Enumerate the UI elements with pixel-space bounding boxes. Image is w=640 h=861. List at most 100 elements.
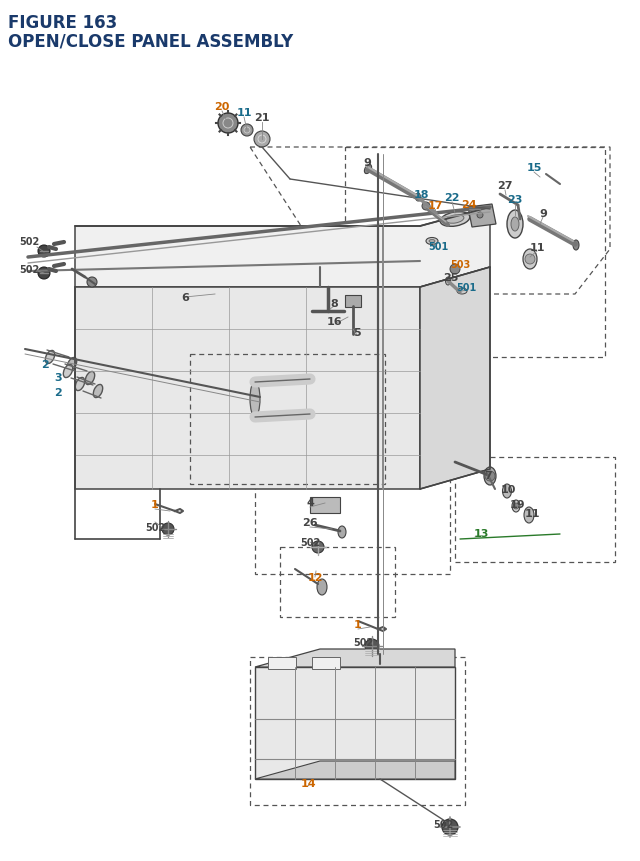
Text: 19: 19	[510, 499, 526, 510]
Circle shape	[38, 245, 50, 257]
Ellipse shape	[67, 358, 77, 371]
Text: 27: 27	[497, 181, 513, 191]
Text: 3: 3	[54, 373, 62, 382]
Text: 1: 1	[354, 619, 362, 629]
Text: 502: 502	[19, 264, 39, 275]
Text: 26: 26	[302, 517, 318, 528]
Bar	[345, 295, 361, 307]
Circle shape	[525, 255, 535, 264]
Ellipse shape	[573, 241, 579, 251]
Bar	[268, 657, 296, 669]
Text: 13: 13	[474, 529, 489, 538]
Bar	[255, 419, 450, 574]
Text: 17: 17	[428, 201, 443, 211]
Text: 502: 502	[433, 819, 453, 829]
Circle shape	[450, 264, 460, 275]
Circle shape	[38, 268, 50, 280]
Ellipse shape	[93, 385, 102, 398]
Text: 16: 16	[327, 317, 343, 326]
Ellipse shape	[446, 215, 464, 224]
Bar	[312, 657, 340, 669]
Ellipse shape	[502, 485, 511, 499]
Circle shape	[485, 472, 495, 481]
Circle shape	[87, 278, 97, 288]
Text: 18: 18	[413, 189, 429, 200]
Text: 6: 6	[181, 293, 189, 303]
Bar	[190, 355, 385, 485]
Circle shape	[254, 132, 270, 148]
Ellipse shape	[85, 372, 95, 385]
Ellipse shape	[76, 378, 84, 391]
Ellipse shape	[338, 526, 346, 538]
Text: 7: 7	[484, 470, 492, 480]
Text: 22: 22	[444, 193, 460, 202]
Text: 8: 8	[330, 299, 338, 308]
Text: OPEN/CLOSE PANEL ASSEMBLY: OPEN/CLOSE PANEL ASSEMBLY	[8, 32, 293, 50]
Text: 2: 2	[54, 387, 62, 398]
Text: 24: 24	[461, 200, 477, 210]
Circle shape	[422, 202, 430, 211]
Text: 1: 1	[151, 499, 159, 510]
Text: 4: 4	[306, 498, 314, 507]
Circle shape	[365, 639, 379, 653]
Circle shape	[312, 542, 324, 554]
Text: 20: 20	[214, 102, 230, 112]
Text: 2: 2	[41, 360, 49, 369]
Ellipse shape	[457, 288, 467, 294]
Bar	[250, 657, 465, 805]
Text: 23: 23	[508, 195, 523, 205]
Text: 25: 25	[444, 273, 459, 282]
Bar	[455, 457, 615, 562]
Text: FIGURE 163: FIGURE 163	[8, 14, 117, 32]
Polygon shape	[255, 667, 455, 779]
Ellipse shape	[440, 213, 470, 227]
Bar	[345, 148, 605, 357]
Ellipse shape	[445, 278, 451, 286]
Ellipse shape	[45, 351, 54, 364]
Ellipse shape	[364, 165, 372, 175]
Text: 502: 502	[19, 237, 39, 247]
Ellipse shape	[426, 238, 438, 245]
Text: 503: 503	[450, 260, 470, 269]
Text: 11: 11	[529, 243, 545, 253]
Text: 501: 501	[456, 282, 476, 293]
Text: 11: 11	[236, 108, 252, 118]
Circle shape	[218, 114, 238, 133]
Ellipse shape	[63, 365, 73, 378]
Ellipse shape	[512, 500, 520, 512]
Text: 501: 501	[428, 242, 448, 251]
Text: 5: 5	[353, 328, 361, 338]
Circle shape	[477, 213, 483, 219]
Text: 9: 9	[539, 208, 547, 219]
Polygon shape	[310, 498, 340, 513]
Circle shape	[162, 523, 174, 536]
Text: 502: 502	[353, 637, 373, 647]
Bar	[280, 548, 395, 617]
Ellipse shape	[511, 218, 519, 232]
Text: 15: 15	[526, 163, 541, 173]
Ellipse shape	[523, 250, 537, 269]
Ellipse shape	[250, 382, 260, 417]
Polygon shape	[468, 205, 496, 228]
Polygon shape	[255, 649, 455, 667]
Polygon shape	[75, 288, 420, 489]
Ellipse shape	[429, 240, 435, 243]
Polygon shape	[420, 268, 490, 489]
Text: 10: 10	[500, 485, 516, 494]
Text: 502: 502	[300, 537, 320, 548]
Text: 11: 11	[524, 508, 540, 518]
Circle shape	[442, 819, 458, 835]
Ellipse shape	[524, 507, 534, 523]
Text: 14: 14	[300, 778, 316, 788]
Polygon shape	[75, 208, 490, 288]
Text: 21: 21	[254, 113, 269, 123]
Ellipse shape	[317, 579, 327, 595]
Circle shape	[513, 504, 519, 510]
Text: 12: 12	[307, 573, 323, 582]
Circle shape	[241, 125, 253, 137]
Polygon shape	[255, 761, 455, 779]
Ellipse shape	[484, 468, 496, 486]
Ellipse shape	[507, 211, 523, 238]
Text: 502: 502	[145, 523, 165, 532]
Text: 9: 9	[363, 158, 371, 168]
